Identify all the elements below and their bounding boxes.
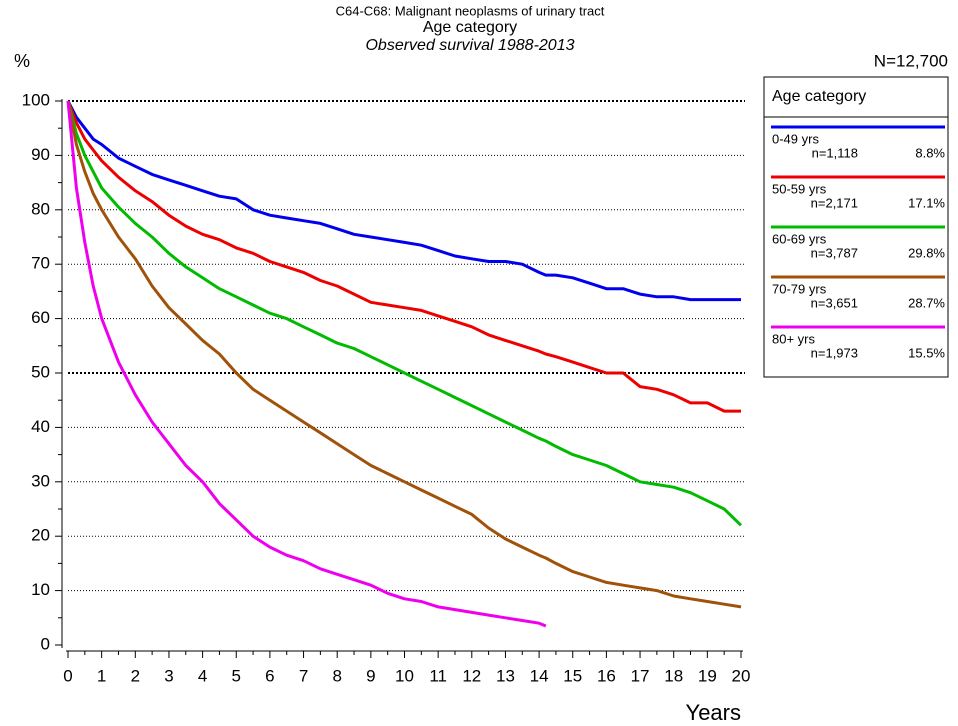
legend-percent: 15.5% — [908, 345, 945, 360]
survival-line — [66, 100, 741, 413]
x-axis-label: Years — [686, 700, 741, 725]
x-tick-label: 20 — [732, 666, 751, 685]
y-tick-label: 80 — [31, 199, 50, 218]
y-axis-label: % — [14, 51, 30, 71]
x-tick-label: 6 — [265, 666, 274, 685]
y-tick-label: 30 — [31, 471, 50, 490]
legend-percent: 17.1% — [908, 195, 945, 210]
total-count: N=12,700 — [874, 51, 948, 70]
x-tick-label: 12 — [462, 666, 481, 685]
x-tick-label: 10 — [395, 666, 414, 685]
legend-label: 70-79 yrs — [772, 281, 827, 296]
survival-line — [66, 100, 741, 302]
legend-percent: 28.7% — [908, 295, 945, 310]
legend-label: 50-59 yrs — [772, 181, 827, 196]
y-tick-label: 20 — [31, 526, 50, 545]
legend-count: n=1,973 — [811, 345, 858, 360]
x-tick-label: 17 — [631, 666, 650, 685]
legend-count: n=3,787 — [811, 245, 858, 260]
chart-title: C64-C68: Malignant neoplasms of urinary … — [336, 3, 605, 18]
legend-percent: 8.8% — [915, 145, 945, 160]
y-tick-label: 90 — [31, 145, 50, 164]
legend-percent: 29.8% — [908, 245, 945, 260]
x-tick-label: 15 — [563, 666, 582, 685]
y-tick-label: 100 — [22, 90, 50, 109]
x-tick-label: 0 — [63, 666, 72, 685]
survival-line — [66, 100, 742, 609]
y-tick-label: 40 — [31, 417, 50, 436]
x-tick-label: 8 — [332, 666, 341, 685]
chart-subtitle: Age category — [423, 19, 517, 36]
x-tick-label: 4 — [198, 666, 207, 685]
legend-label: 60-69 yrs — [772, 231, 827, 246]
legend-count: n=1,118 — [812, 145, 858, 160]
legend-label: 0-49 yrs — [772, 131, 819, 146]
y-tick-label: 50 — [31, 362, 50, 381]
y-tick-label: 0 — [41, 634, 50, 653]
x-tick-label: 11 — [429, 666, 447, 685]
x-tick-label: 1 — [97, 666, 106, 685]
x-tick-label: 5 — [232, 666, 241, 685]
y-tick-label: 70 — [31, 254, 50, 273]
legend-title: Age category — [772, 88, 866, 105]
survival-line — [66, 100, 547, 628]
x-tick-label: 19 — [698, 666, 717, 685]
x-tick-label: 18 — [664, 666, 683, 685]
x-tick-label: 3 — [164, 666, 173, 685]
y-tick-label: 10 — [31, 580, 50, 599]
x-tick-label: 7 — [299, 666, 308, 685]
y-tick-label: 60 — [31, 308, 50, 327]
chart-subtitle: Observed survival 1988-2013 — [365, 37, 574, 54]
legend-label: 80+ yrs — [772, 331, 815, 346]
x-tick-label: 9 — [366, 666, 375, 685]
x-tick-label: 16 — [597, 666, 616, 685]
x-tick-label: 2 — [131, 666, 140, 685]
survival-line — [66, 100, 743, 527]
legend-count: n=2,171 — [811, 195, 858, 210]
legend-count: n=3,651 — [811, 295, 858, 310]
x-tick-label: 13 — [496, 666, 515, 685]
x-tick-label: 14 — [530, 666, 549, 685]
